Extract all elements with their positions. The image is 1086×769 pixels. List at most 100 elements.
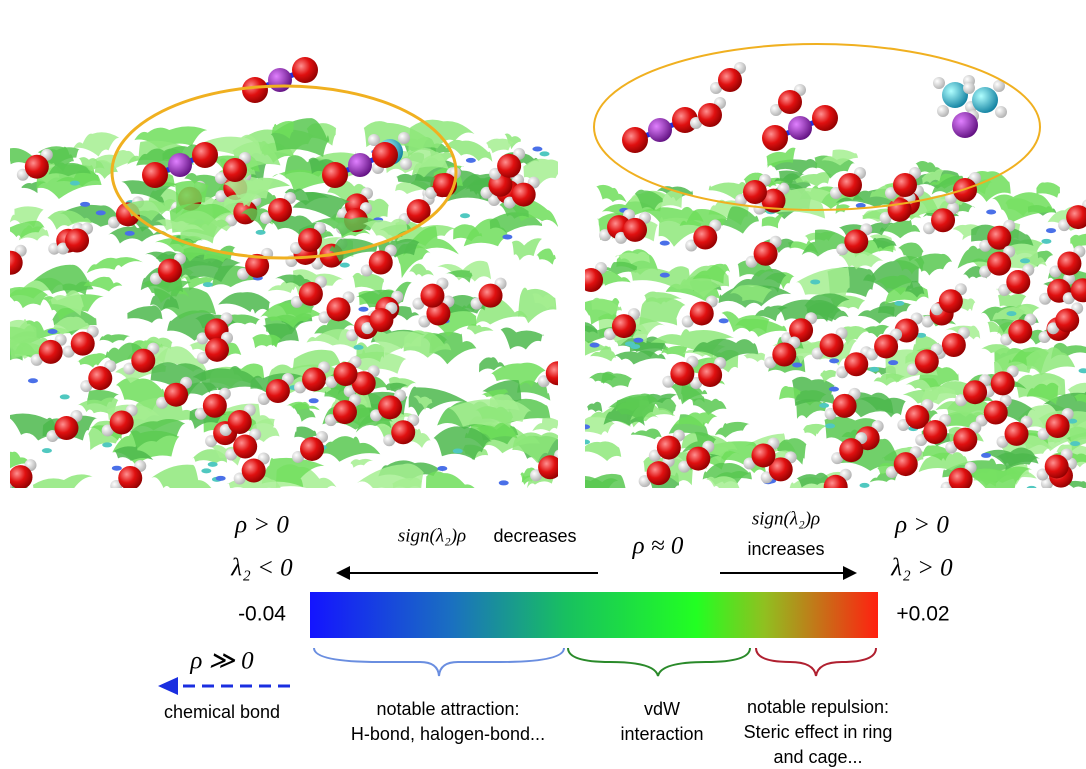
- nitrogen-atom: [648, 118, 672, 142]
- oxygen-atom: [987, 252, 1011, 276]
- oxygen-atom: [693, 226, 717, 250]
- isosurface-small: [1041, 239, 1051, 244]
- isosurface-small: [829, 358, 839, 363]
- oxygen-atom: [203, 394, 227, 418]
- oxygen-atom: [233, 435, 257, 459]
- isosurface-small: [102, 442, 112, 447]
- formula: sign(λ₂)ρ: [398, 525, 466, 546]
- isosurface-small: [1027, 486, 1037, 491]
- isosurface-small: [309, 398, 319, 403]
- isosurface: [536, 248, 556, 264]
- oxygen-atom: [512, 183, 536, 207]
- oxygen-atom: [690, 301, 714, 325]
- vdw-label: interaction: [620, 724, 703, 744]
- nitrogen-atom: [168, 153, 192, 177]
- oxygen-atom: [1057, 251, 1081, 275]
- isosurface-small: [894, 301, 904, 306]
- isosurface: [992, 192, 1054, 224]
- isosurface-small: [208, 462, 218, 467]
- molecular-panel-left: [0, 120, 574, 502]
- nitrogen-atom: [268, 68, 292, 92]
- oxygen-atom: [25, 155, 49, 179]
- oxygen-atom: [223, 158, 247, 182]
- isosurface-small: [540, 151, 550, 156]
- hydrogen-atom: [816, 489, 828, 501]
- oxygen-atom: [931, 208, 955, 232]
- isosurface-small: [201, 468, 211, 473]
- isosurface: [127, 305, 162, 323]
- rho-label: ρ > 0: [234, 512, 289, 539]
- arrow-head: [158, 677, 178, 695]
- arrow-head: [843, 566, 857, 580]
- oxygen-atom: [820, 333, 844, 357]
- oxygen-atom: [242, 77, 268, 103]
- oxygen-atom: [686, 447, 710, 471]
- oxygen-atom: [142, 162, 168, 188]
- oxygen-atom: [420, 284, 444, 308]
- oxygen-atom: [333, 362, 357, 386]
- max-label: +0.02: [896, 603, 949, 626]
- hydrogen-atom: [0, 265, 3, 277]
- isosurface: [501, 328, 545, 350]
- oxygen-atom: [915, 349, 939, 373]
- oxygen-atom: [333, 400, 357, 424]
- oxygen-atom: [192, 142, 218, 168]
- oxygen-atom: [268, 198, 292, 222]
- isosurface: [742, 353, 766, 362]
- isosurface-small: [580, 440, 590, 445]
- figure: ρ > 0 λ₂ < 0 -0.04 sign(λ₂)ρ decreases ρ…: [0, 0, 1086, 769]
- oxygen-atom: [65, 229, 89, 253]
- oxygen-atom: [300, 437, 324, 461]
- isosurface-small: [453, 449, 463, 454]
- isosurface: [486, 139, 514, 154]
- brace: [756, 648, 876, 676]
- isosurface-small: [48, 329, 58, 334]
- oxygen-atom: [942, 333, 966, 357]
- isosurface-small: [340, 263, 350, 268]
- increase-label: increases: [747, 539, 824, 559]
- isosurface-small: [888, 360, 898, 365]
- oxygen-atom: [369, 250, 393, 274]
- oxygen-atom: [949, 468, 973, 492]
- repulsion-label: Steric effect in ring: [744, 722, 893, 742]
- arrow-head: [336, 566, 350, 580]
- oxygen-atom: [302, 367, 326, 391]
- isosurface-small: [792, 362, 802, 367]
- isosurface: [444, 270, 472, 283]
- rho-approx: ρ ≈ 0: [632, 533, 684, 560]
- oxygen-atom: [327, 297, 351, 321]
- isosurface: [858, 306, 895, 324]
- oxygen-atom: [772, 343, 796, 367]
- isosurface-small: [203, 282, 213, 287]
- rho-label: ρ > 0: [894, 512, 949, 539]
- isosurface-small: [60, 394, 70, 399]
- oxygen-atom: [622, 127, 648, 153]
- min-label: -0.04: [238, 603, 286, 626]
- oxygen-atom: [118, 466, 142, 490]
- oxygen-atom: [894, 452, 918, 476]
- hydrogen-atom: [562, 355, 574, 367]
- isosurface-small: [125, 231, 135, 236]
- hydrogen-atom: [400, 158, 412, 170]
- isosurface-small: [216, 476, 226, 481]
- lambda-label: λ₂ < 0: [230, 555, 293, 582]
- isosurface-small: [256, 230, 266, 235]
- oxygen-atom: [1045, 454, 1069, 478]
- isosurface-small: [460, 213, 470, 218]
- isosurface-small: [986, 210, 996, 215]
- isosurface: [587, 402, 603, 413]
- repulsion-label: notable repulsion:: [747, 697, 889, 717]
- hydrogen-atom: [398, 132, 410, 144]
- isosurface-small: [829, 387, 839, 392]
- isosurface-small: [819, 403, 829, 408]
- decrease-label: decreases: [493, 526, 576, 546]
- oxygen-atom: [754, 242, 778, 266]
- oxygen-atom: [888, 198, 912, 222]
- isosurface: [218, 292, 270, 314]
- brace: [568, 648, 750, 676]
- oxygen-atom: [1055, 308, 1079, 332]
- isosurface-small: [80, 202, 90, 207]
- isosurface-small: [502, 234, 512, 239]
- oxygen-atom: [984, 400, 1008, 424]
- oxygen-atom: [205, 338, 229, 362]
